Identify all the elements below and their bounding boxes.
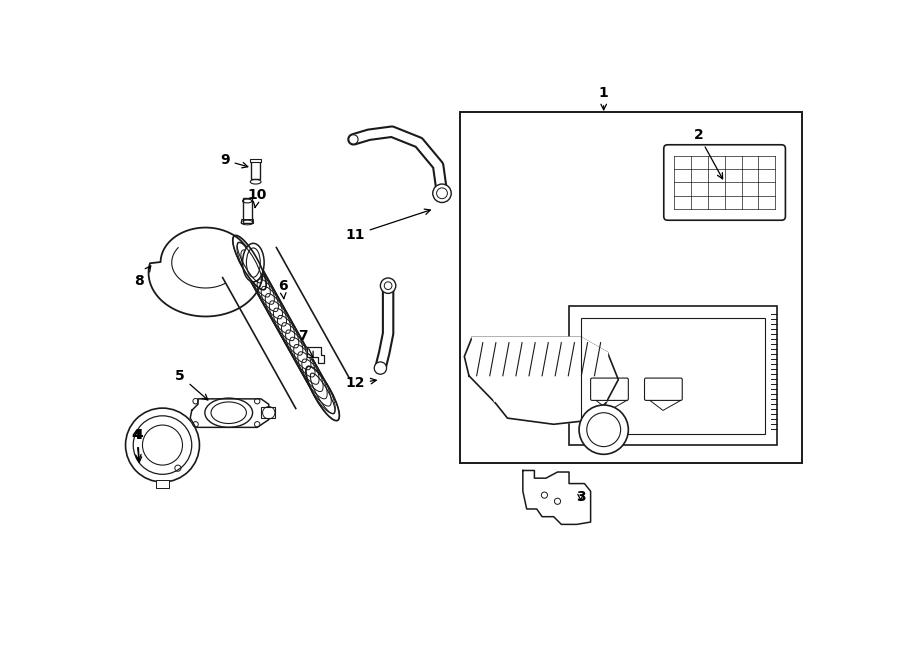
Polygon shape (523, 471, 590, 524)
Text: 2: 2 (694, 128, 723, 179)
Bar (460, 112, 803, 463)
Circle shape (579, 405, 628, 454)
Text: 1: 1 (598, 86, 608, 110)
FancyBboxPatch shape (664, 145, 786, 220)
Bar (243, 198, 252, 223)
Bar (261, 407, 274, 418)
Text: 12: 12 (346, 377, 376, 391)
Circle shape (349, 135, 358, 144)
Polygon shape (307, 347, 324, 363)
Polygon shape (464, 337, 618, 403)
Polygon shape (148, 227, 263, 317)
Text: 8: 8 (134, 266, 150, 288)
Circle shape (125, 408, 200, 482)
Text: 9: 9 (220, 153, 248, 168)
Text: 4: 4 (131, 428, 141, 460)
Text: 5: 5 (176, 369, 208, 400)
Text: 11: 11 (346, 209, 430, 242)
Polygon shape (190, 399, 269, 428)
Bar (580, 318, 765, 434)
Text: 4: 4 (133, 428, 143, 463)
Text: 10: 10 (248, 188, 267, 208)
Polygon shape (472, 337, 608, 424)
Text: 3: 3 (576, 490, 585, 504)
Bar (157, 481, 168, 488)
Bar (241, 219, 254, 223)
Bar (569, 307, 777, 445)
Ellipse shape (243, 243, 264, 282)
Text: 7: 7 (298, 329, 313, 358)
Bar (250, 159, 261, 163)
Polygon shape (222, 248, 349, 408)
Text: 6: 6 (278, 279, 287, 299)
Circle shape (381, 278, 396, 293)
Circle shape (433, 184, 451, 202)
Circle shape (374, 362, 387, 374)
Bar (251, 160, 260, 179)
